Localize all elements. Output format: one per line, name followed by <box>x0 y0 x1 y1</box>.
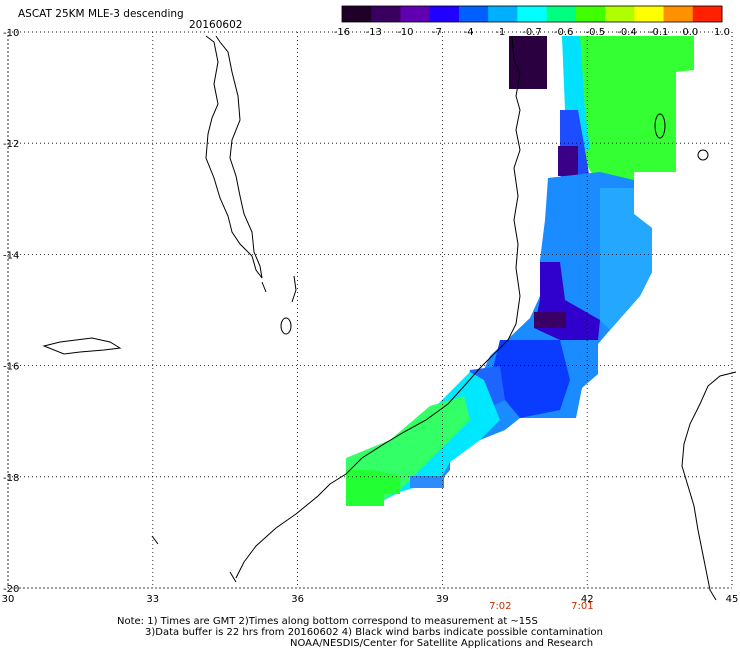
colorbar-label: -1 <box>495 27 505 38</box>
x-axis-ticks: 30 33 36 39 42 45 <box>2 594 739 605</box>
colorbar-label: -7 <box>432 27 442 38</box>
colorbar-segment <box>342 6 372 22</box>
y-tick-label: -16 <box>3 362 19 373</box>
colorbar-label: 0.0 <box>682 27 698 38</box>
colorbar-label: -16 <box>334 27 350 38</box>
map-title: ASCAT 25KM MLE-3 descending <box>18 8 184 20</box>
colorbar-label: -0.7 <box>522 27 542 38</box>
colorbar-segment <box>488 6 518 22</box>
x-tick-label: 45 <box>726 594 739 605</box>
graticule <box>7 31 733 589</box>
colorbar-label: -0.6 <box>554 27 574 38</box>
colorbar-label: -0.5 <box>586 27 606 38</box>
y-tick-label: -10 <box>3 28 19 39</box>
time-label: 7:02 <box>489 601 511 612</box>
note-line-2: 3)Data buffer is 22 hrs from 20160602 4)… <box>145 627 603 638</box>
y-tick-label: -20 <box>3 584 19 595</box>
x-tick-label: 42 <box>581 594 594 605</box>
colorbar-label: 1.0 <box>714 27 730 38</box>
x-tick-label: 39 <box>436 594 449 605</box>
y-axis-ticks: -10 -12 -14 -16 -18 -20 <box>3 28 19 595</box>
time-labels: 7:02 7:01 <box>489 601 594 612</box>
colorbar-label: -0.4 <box>617 27 637 38</box>
colorbar-segment <box>663 6 694 22</box>
y-tick-label: -12 <box>3 139 19 150</box>
colorbar-segment <box>371 6 401 22</box>
colorbar-label: -0.1 <box>649 27 669 38</box>
colorbar: -16 -13 -10 -7 -4 -1 -0.7 -0.6 -0.5 -0.4 -0.1 0.0 1.… <box>334 5 730 38</box>
note-line-1: Note: 1) Times are GMT 2)Times along bot… <box>117 616 538 627</box>
colorbar-segment <box>429 6 460 22</box>
colorbar-segment <box>400 6 431 22</box>
colorbar-segment <box>575 6 606 22</box>
y-tick-label: -14 <box>3 250 19 261</box>
note-line-3: NOAA/NESDIS/Center for Satellite Applica… <box>290 638 594 649</box>
x-tick-label: 33 <box>146 594 159 605</box>
map-date: 20160602 <box>189 19 243 31</box>
colorbar-label: -10 <box>397 27 413 38</box>
colorbar-segment <box>517 6 548 22</box>
colorbar-segment <box>546 6 577 22</box>
colorbar-segment <box>692 6 723 22</box>
x-tick-label: 36 <box>291 594 304 605</box>
colorbar-segment <box>605 6 635 22</box>
colorbar-label: -4 <box>464 27 474 38</box>
y-tick-label: -18 <box>3 473 19 484</box>
data-swath <box>346 36 694 506</box>
colorbar-segment <box>634 6 665 22</box>
x-tick-label: 30 <box>2 594 15 605</box>
time-label: 7:01 <box>571 601 593 612</box>
colorbar-label: -13 <box>365 27 381 38</box>
coastline <box>42 35 737 601</box>
colorbar-segment <box>458 6 489 22</box>
